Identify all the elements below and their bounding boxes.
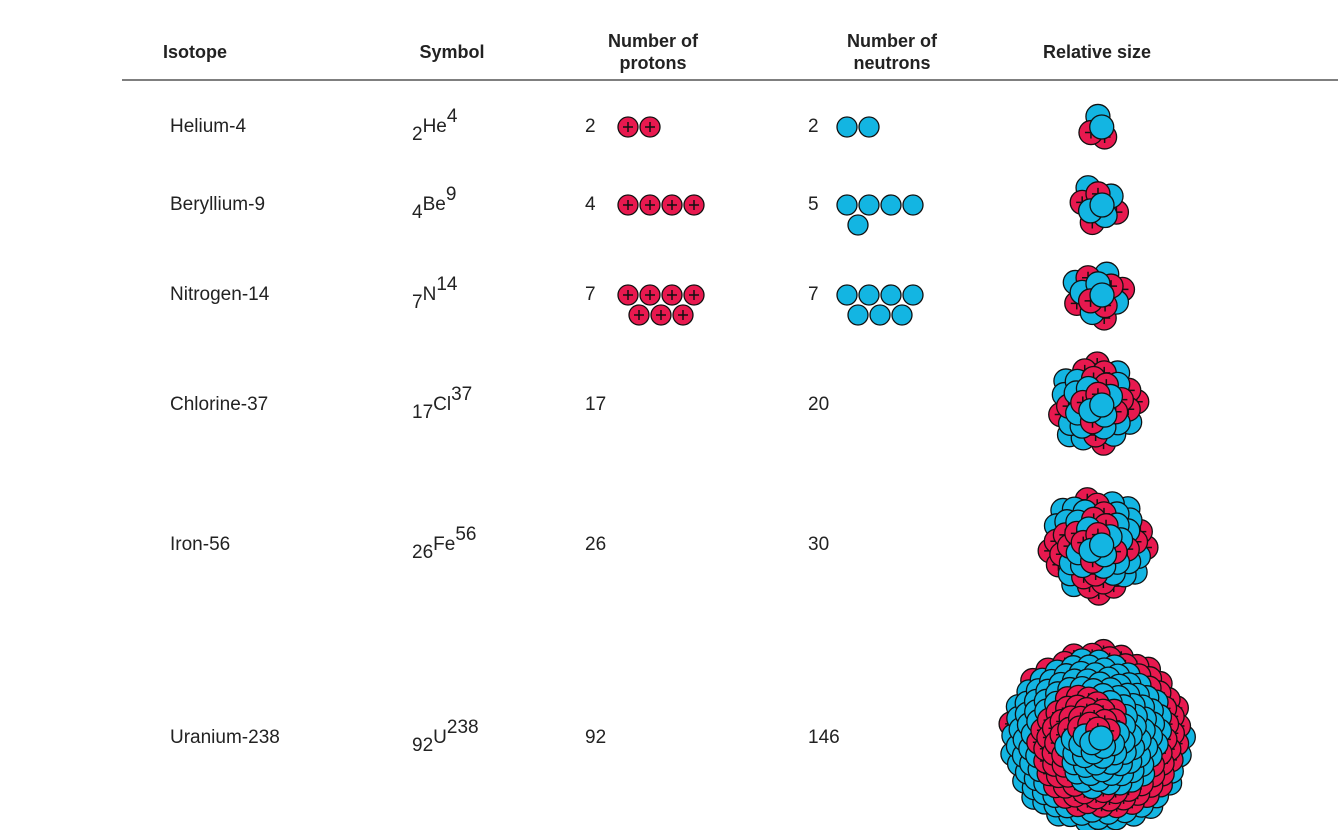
mass-number: 37 bbox=[451, 384, 472, 405]
neutron-count: 7 bbox=[808, 284, 819, 305]
mass-number: 4 bbox=[447, 106, 458, 127]
proton-count: 4 bbox=[585, 194, 596, 215]
nucleus bbox=[998, 638, 1196, 835]
neutron bbox=[902, 194, 924, 216]
neutron bbox=[858, 284, 880, 306]
isotope-name: Iron-56 bbox=[170, 534, 230, 555]
header-line: protons bbox=[620, 53, 687, 73]
plus-sign bbox=[623, 200, 633, 210]
neutron bbox=[891, 304, 913, 326]
element-symbol: Be bbox=[423, 194, 446, 215]
plus-sign bbox=[623, 122, 633, 132]
element-symbol: N bbox=[423, 284, 437, 305]
plus-sign bbox=[645, 200, 655, 210]
neutron bbox=[1089, 282, 1115, 308]
neutron bbox=[1089, 114, 1115, 140]
isotope-name: Chlorine-37 bbox=[170, 394, 268, 415]
nucleus bbox=[1048, 351, 1150, 456]
neutron bbox=[836, 284, 858, 306]
neutron-count: 30 bbox=[808, 534, 829, 555]
column-header: Relative size bbox=[1043, 42, 1151, 62]
mass-number: 14 bbox=[436, 274, 458, 295]
proton-count: 26 bbox=[585, 534, 606, 555]
plus-sign bbox=[656, 310, 666, 320]
atomic-number: 2 bbox=[412, 124, 423, 145]
neutron bbox=[902, 284, 924, 306]
atomic-number: 4 bbox=[412, 202, 423, 223]
isotope-symbol: 7N14 bbox=[412, 274, 458, 313]
neutron-dots bbox=[836, 284, 924, 326]
element-symbol: Cl bbox=[433, 394, 451, 415]
plus-sign bbox=[667, 290, 677, 300]
proton-dots bbox=[617, 116, 661, 138]
atomic-number: 26 bbox=[412, 542, 433, 563]
isotope-symbol: 17Cl37 bbox=[412, 384, 472, 423]
column-header: Symbol bbox=[419, 42, 484, 62]
header-line: neutrons bbox=[853, 53, 930, 73]
nucleus bbox=[1078, 103, 1118, 150]
element-symbol: He bbox=[423, 116, 447, 137]
neutron bbox=[880, 194, 902, 216]
neutron-count: 20 bbox=[808, 394, 829, 415]
plus-sign bbox=[667, 200, 677, 210]
atomic-number: 92 bbox=[412, 735, 433, 756]
neutron bbox=[836, 116, 858, 138]
proton-dots bbox=[617, 194, 705, 216]
element-symbol: Fe bbox=[433, 534, 455, 555]
neutron bbox=[1089, 392, 1115, 418]
isotope-symbol: 4Be9 bbox=[412, 184, 456, 223]
plus-sign bbox=[634, 310, 644, 320]
plus-sign bbox=[689, 200, 699, 210]
plus-sign bbox=[689, 290, 699, 300]
neutron bbox=[847, 304, 869, 326]
plus-sign bbox=[678, 310, 688, 320]
neutron bbox=[1089, 532, 1115, 558]
nucleus bbox=[1037, 487, 1159, 606]
neutron bbox=[836, 194, 858, 216]
isotope-symbol: 26Fe56 bbox=[412, 524, 476, 563]
proton-count: 2 bbox=[585, 116, 596, 137]
element-symbol: U bbox=[433, 727, 447, 748]
neutron bbox=[1089, 192, 1115, 218]
isotope-symbol: 2He4 bbox=[412, 106, 458, 145]
column-header: Number of neutrons bbox=[847, 31, 938, 73]
mass-number: 9 bbox=[446, 184, 457, 205]
neutron bbox=[1088, 725, 1114, 751]
column-header: Number of protons bbox=[608, 31, 699, 73]
mass-number: 56 bbox=[455, 524, 476, 545]
neutron bbox=[880, 284, 902, 306]
plus-sign bbox=[645, 122, 655, 132]
proton-count: 7 bbox=[585, 284, 596, 305]
proton-count: 17 bbox=[585, 394, 606, 415]
isotope-name: Uranium-238 bbox=[170, 727, 280, 748]
isotope-symbol: 92U238 bbox=[412, 717, 479, 756]
nucleus bbox=[1062, 261, 1136, 331]
neutron-dots bbox=[836, 194, 924, 236]
proton-count: 92 bbox=[585, 727, 606, 748]
neutron bbox=[869, 304, 891, 326]
neutron bbox=[858, 116, 880, 138]
header-line: Number of bbox=[847, 31, 938, 51]
isotope-name: Nitrogen-14 bbox=[170, 284, 270, 305]
neutron-dots bbox=[836, 116, 880, 138]
header-line: Number of bbox=[608, 31, 699, 51]
mass-number: 238 bbox=[447, 717, 479, 738]
plus-sign bbox=[623, 290, 633, 300]
neutron-count: 2 bbox=[808, 116, 819, 137]
neutron-count: 146 bbox=[808, 727, 840, 748]
isotope-name: Beryllium-9 bbox=[170, 194, 265, 215]
atomic-number: 17 bbox=[412, 402, 433, 423]
neutron bbox=[847, 214, 869, 236]
column-header: Isotope bbox=[163, 42, 227, 62]
plus-sign bbox=[645, 290, 655, 300]
neutron-count: 5 bbox=[808, 194, 819, 215]
isotope-name: Helium-4 bbox=[170, 116, 246, 137]
atomic-number: 7 bbox=[412, 292, 423, 313]
nucleus bbox=[1069, 175, 1130, 236]
proton-dots bbox=[617, 284, 705, 326]
neutron bbox=[858, 194, 880, 216]
